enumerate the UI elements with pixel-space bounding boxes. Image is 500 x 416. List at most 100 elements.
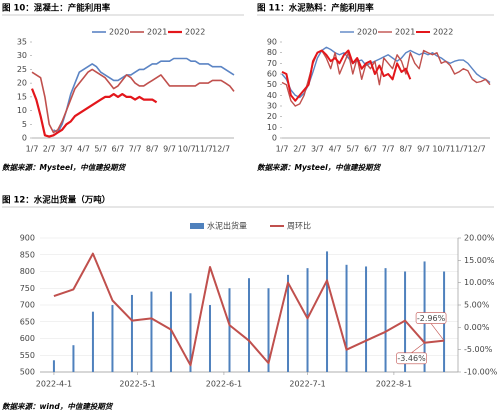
bar: [150, 291, 153, 372]
bar: [169, 291, 172, 372]
y2-tick-label: 20.00%: [464, 234, 495, 243]
y-tick-label: 500: [20, 368, 35, 377]
bar: [306, 268, 309, 372]
x-tick-label: 11/7: [450, 145, 468, 154]
x-tick-label: 11/7: [195, 145, 213, 154]
line: [30, 88, 158, 138]
bar: [72, 345, 75, 372]
chart-title: 图 10：混凝土：产能利用率: [2, 3, 111, 14]
bar: [111, 305, 114, 372]
chart-title: 图 12：水泥出货量（万吨）: [2, 195, 110, 206]
legend-label: 2022: [185, 28, 205, 37]
legend-swatch: [190, 223, 204, 229]
bar: [189, 293, 192, 372]
bar: [345, 264, 348, 372]
x-tick-label: 8/7: [146, 145, 159, 154]
x-tick-label: 9/7: [163, 145, 176, 154]
x-tick-label: 12/7: [468, 145, 486, 154]
x-tick-label: 10/7: [178, 145, 196, 154]
chart-title: 图 11：水泥熟料：产能利用率: [257, 3, 374, 14]
x-tick-label: 5/7: [346, 145, 359, 154]
bar: [228, 288, 231, 372]
y-tick-label: 70: [267, 59, 277, 68]
y-tick-label: 30: [267, 102, 277, 111]
line: [53, 57, 235, 134]
y-tick-label: 900: [20, 234, 35, 243]
bar: [365, 266, 368, 372]
legend-label: 周环比: [287, 221, 311, 231]
y-tick-label: 0: [272, 134, 277, 143]
annotation-box: [415, 312, 447, 324]
y-tick-label: 40: [267, 91, 277, 100]
y-tick-label: 650: [20, 317, 35, 326]
x-tick-label: 2022-5-1: [119, 380, 155, 389]
x-tick-label: 5/7: [94, 145, 107, 154]
bar: [91, 311, 94, 372]
y2-tick-label: -10.00%: [464, 368, 498, 377]
data-label: -2.96%: [417, 314, 446, 323]
annotation-arrow: [430, 323, 445, 341]
source: 数据来源：Mysteel，中信建投期货: [257, 163, 382, 172]
x-tick-label: 7/7: [382, 145, 395, 154]
line: [31, 68, 235, 134]
bar: [208, 305, 211, 372]
y-tick-label: 10: [17, 106, 27, 115]
x-tick-label: 2022-4-1: [36, 380, 72, 389]
x-tick-label: 4/7: [77, 145, 90, 154]
y2-tick-label: 0.00%: [464, 323, 490, 332]
source: 数据来源：wind，中信建投期货: [2, 402, 114, 411]
x-tick-label: 1/7: [276, 145, 289, 154]
annotation-box: [396, 352, 427, 365]
y2-tick-label: 10.00%: [464, 278, 495, 287]
bar: [52, 360, 55, 372]
y-tick-label: 850: [20, 250, 35, 259]
y-tick-label: 50: [267, 80, 277, 89]
x-tick-label: 9/7: [417, 145, 430, 154]
y-tick-label: 60: [267, 70, 277, 79]
y-tick-label: 30: [17, 51, 27, 60]
y-tick-label: 20: [17, 79, 27, 88]
bar: [130, 294, 133, 372]
y2-tick-label: -5.00%: [464, 345, 493, 354]
x-tick-label: 2022-8-1: [376, 380, 412, 389]
x-tick-label: 1/7: [26, 145, 39, 154]
data-label: -3.46%: [397, 354, 426, 363]
bar: [248, 278, 250, 372]
y-tick-label: 90: [267, 38, 277, 47]
legend-label: 水泥出货量: [207, 221, 247, 231]
x-tick-label: 6/7: [112, 145, 125, 154]
x-tick-label: 2/7: [293, 145, 306, 154]
x-tick-label: 7/7: [129, 145, 142, 154]
y2-tick-label: 15.00%: [464, 256, 495, 265]
x-tick-label: 10/7: [432, 145, 450, 154]
bar: [267, 288, 270, 372]
y-tick-label: 35: [17, 38, 27, 47]
x-tick-label: 12/7: [212, 145, 230, 154]
y-tick-label: 15: [17, 92, 27, 101]
bar: [326, 251, 329, 372]
legend-label: 2021: [395, 28, 415, 37]
y-tick-label: 550: [20, 351, 35, 360]
annotation-arrow: [411, 342, 425, 354]
y-tick-label: 25: [17, 65, 27, 74]
x-tick-label: 2/7: [43, 145, 56, 154]
bar: [384, 268, 387, 372]
y-tick-label: 750: [20, 284, 35, 293]
legend-label: 2021: [147, 28, 167, 37]
y-tick-label: 800: [20, 267, 35, 276]
x-tick-label: 2022-6-1: [206, 380, 242, 389]
x-tick-label: 8/7: [399, 145, 412, 154]
y-tick-label: 20: [267, 112, 277, 121]
legend-label: 2020: [357, 28, 377, 37]
line: [53, 252, 445, 367]
legend-label: 2022: [433, 28, 453, 37]
line: [281, 49, 412, 102]
y-tick-label: 600: [20, 334, 35, 343]
y-tick-label: 0: [22, 134, 27, 143]
y-tick-label: 700: [20, 301, 35, 310]
x-tick-label: 3/7: [311, 145, 324, 154]
y2-tick-label: 5.00%: [464, 301, 490, 310]
y-tick-label: 80: [267, 48, 277, 57]
y-tick-label: 5: [22, 120, 27, 129]
